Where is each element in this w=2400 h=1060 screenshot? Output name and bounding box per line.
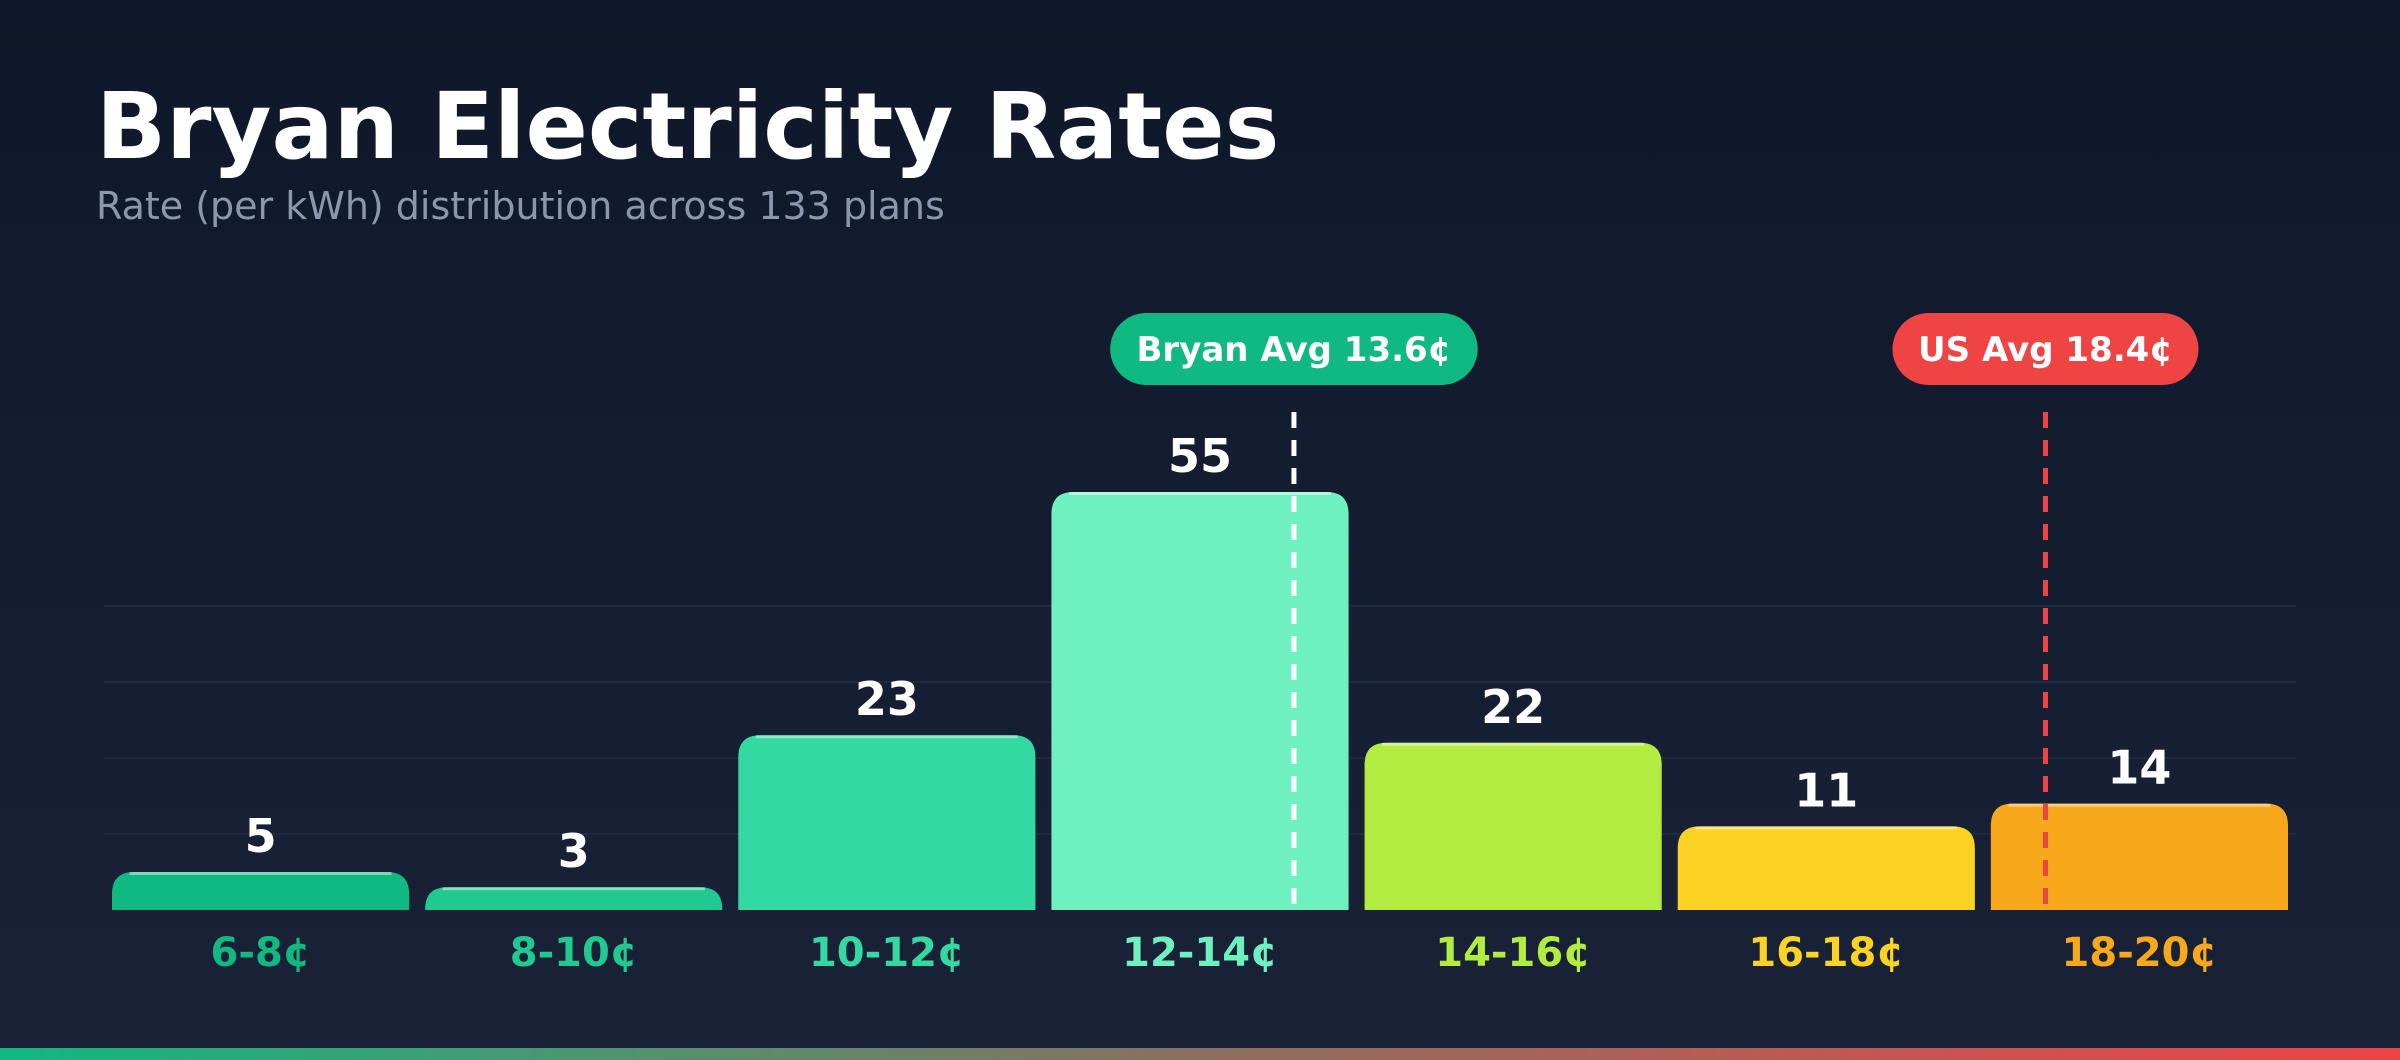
bar-16-18¢ [1677, 826, 1975, 910]
bar-value-label: 55 [1168, 429, 1232, 483]
category-tick-label: 10-12¢ [809, 930, 965, 976]
category-tick-label: 12-14¢ [1122, 930, 1278, 976]
bar-12-14¢ [1051, 492, 1349, 910]
bar-value-label: 11 [1794, 763, 1858, 817]
category-tick-label: 8-10¢ [510, 930, 638, 976]
reference-badge-1 [1892, 313, 2199, 385]
category-tick-label: 16-18¢ [1748, 930, 1904, 976]
bar-value-label: 22 [1481, 680, 1545, 734]
page-title: Bryan Electricity Rates [96, 73, 1280, 180]
bottom-accent-bar [0, 1048, 2400, 1060]
bar-value-label: 14 [2107, 741, 2171, 795]
category-tick-label: 14-16¢ [1435, 930, 1591, 976]
bar-6-8¢ [112, 872, 410, 910]
bar-value-label: 5 [245, 809, 277, 863]
bar-14-16¢ [1364, 742, 1662, 910]
reference-badge-0 [1110, 313, 1478, 385]
category-tick-label: 18-20¢ [2062, 930, 2218, 976]
bar-18-20¢ [1990, 803, 2288, 910]
bar-8-10¢ [425, 887, 723, 910]
bar-value-label: 23 [855, 672, 919, 726]
reference-badge-label: US Avg 18.4¢ [1918, 330, 2173, 370]
bar-value-label: 3 [558, 824, 590, 878]
page-subtitle: Rate (per kWh) distribution across 133 p… [96, 184, 945, 228]
category-tick-label: 6-8¢ [211, 930, 311, 976]
bar-10-12¢ [738, 735, 1036, 910]
reference-badge-label: Bryan Avg 13.6¢ [1137, 330, 1452, 370]
